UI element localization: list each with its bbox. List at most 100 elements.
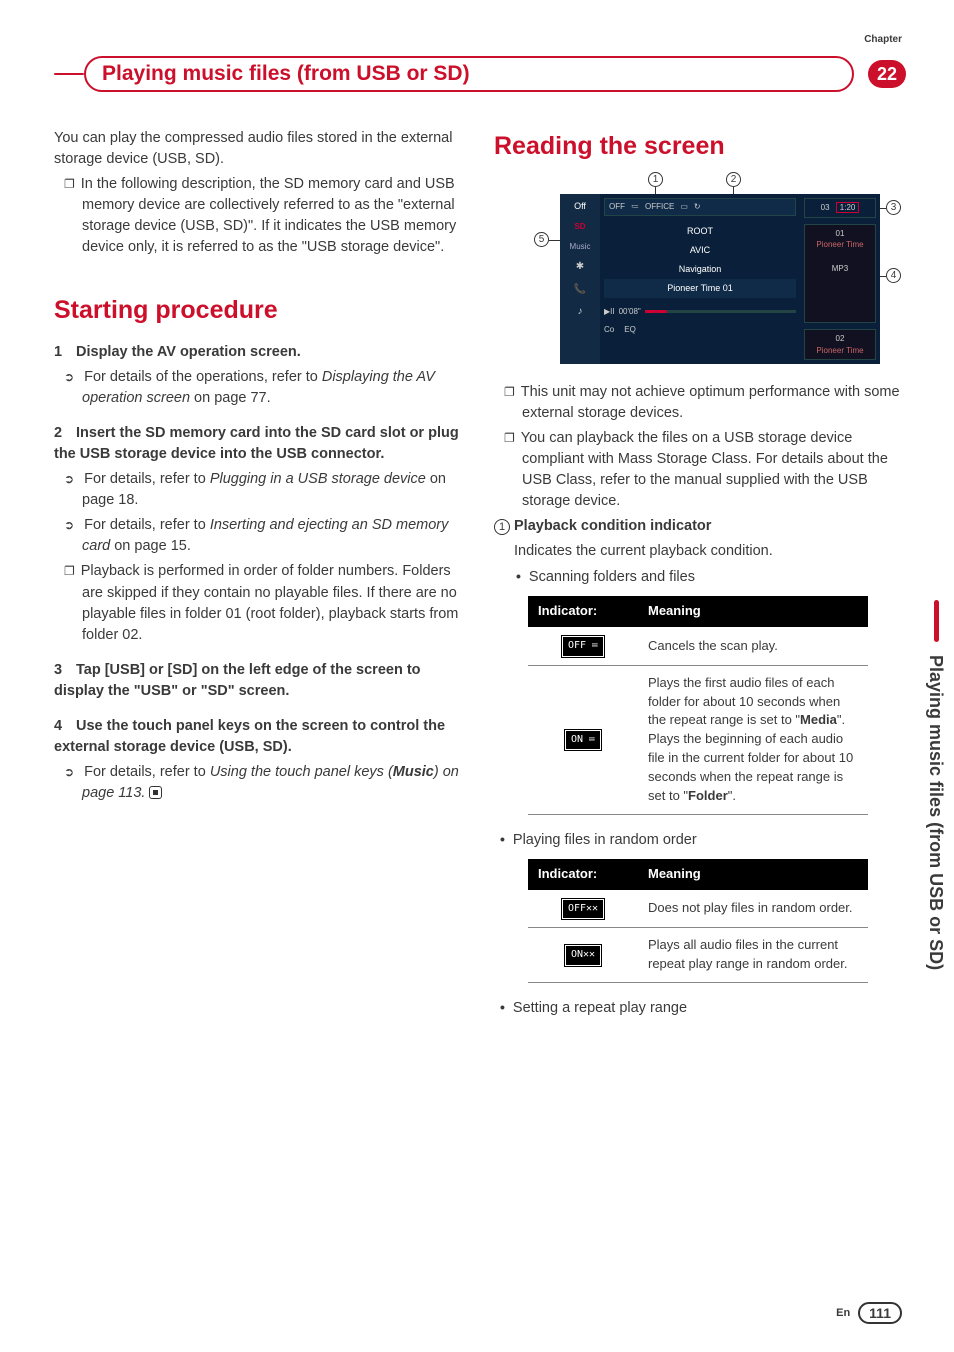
step-1: 1Display the AV operation screen.	[54, 342, 466, 363]
step-1-text: Display the AV operation screen.	[76, 344, 301, 360]
left-column: You can play the compressed audio files …	[54, 128, 466, 1023]
shot-left-sidebar: Off SD Music ✱ 📞 ♪	[560, 194, 600, 364]
step-3: 3Tap [USB] or [SD] on the left edge of t…	[54, 660, 466, 702]
shot-co: Co	[604, 324, 614, 336]
footer-page: 111	[858, 1302, 902, 1324]
rand-th-2: Meaning	[638, 859, 868, 890]
scan-off-cell: OFF ≔	[528, 627, 638, 665]
callout-1: 1	[648, 172, 663, 187]
scan-off-icon: OFF ≔	[562, 636, 604, 657]
step-2-num: 2	[54, 423, 76, 444]
bluetooth-icon: ✱	[576, 260, 584, 275]
intro-note: In the following description, the SD mem…	[54, 174, 466, 258]
shot-off: Off	[574, 200, 586, 213]
shot-right: 03 1:20 01 Pioneer Time MP3 02 Pioneer T…	[800, 194, 880, 364]
starting-procedure-heading: Starting procedure	[54, 292, 466, 328]
scan-table: Indicator: Meaning OFF ≔ Cancels the sca…	[528, 596, 868, 814]
footer-lang: En	[836, 1307, 850, 1319]
callout-2: 2	[726, 172, 741, 187]
phone-icon: 📞	[574, 283, 586, 298]
scan-off-meaning: Cancels the scan play.	[638, 627, 868, 665]
step-1-ref: For details of the operations, refer to …	[54, 367, 466, 409]
shot-r-mid-c: MP3	[808, 263, 872, 275]
side-tab-text: Playing music files (from USB or SD)	[926, 655, 946, 970]
shot-row-2: Navigation	[604, 260, 796, 279]
shot-progress-bar	[645, 310, 796, 313]
scan-on-c: ".	[728, 788, 736, 803]
step-4-ref: For details, refer to Using the touch pa…	[54, 762, 466, 804]
step-2-ref1-i: Plugging in a USB storage device	[210, 471, 426, 487]
step-4: 4Use the touch panel keys on the screen …	[54, 716, 466, 758]
callout-3: 3	[886, 200, 901, 215]
shot-r-mid-b: Pioneer Time	[808, 239, 872, 251]
shot-sd: SD	[574, 221, 585, 233]
shot-r-bot-b: Pioneer Time	[808, 345, 872, 357]
side-tab: Playing music files (from USB or SD)	[925, 600, 946, 970]
title-lead-line	[54, 73, 84, 75]
step-4-text: Use the touch panel keys on the screen t…	[54, 718, 445, 755]
side-tab-bar	[934, 600, 939, 642]
step-1-ref-b: on page 77.	[190, 390, 271, 406]
scan-on-icon: ON ≔	[565, 730, 601, 751]
shot-r-top-b: 1:20	[836, 202, 860, 213]
shot-topline: OFF ≔ OFFICE ▭ ↻	[604, 198, 796, 216]
step-2-ref2-b: on page 15.	[110, 538, 191, 554]
step-1-ref-a: For details of the operations, refer to	[84, 369, 322, 385]
scan-on-cell: ON ≔	[528, 665, 638, 814]
shot-r-bot-a: 02	[808, 333, 872, 345]
scan-on-bold2: Folder	[688, 788, 728, 803]
end-section-icon	[149, 786, 162, 799]
step-4-ref-bold: Music	[393, 764, 434, 780]
shot-row-1: AVIC	[604, 241, 796, 260]
rand-off-icon: OFF✕✕	[562, 899, 604, 920]
scan-on-bold1: Media	[800, 712, 837, 727]
footer: En 111	[836, 1302, 902, 1324]
shot-top-office: OFFICE	[645, 201, 674, 213]
shot-r-top: 03 1:20	[804, 198, 876, 218]
cond-sub: Scanning folders and files	[494, 566, 906, 588]
chapter-badge: 22	[868, 60, 906, 88]
step-4-num: 4	[54, 716, 76, 737]
step-3-text: Tap [USB] or [SD] on the left edge of th…	[54, 662, 421, 699]
list-icon: ≔	[631, 201, 639, 213]
scan-th-2: Meaning	[638, 596, 868, 627]
step-2-ref2: For details, refer to Inserting and ejec…	[54, 515, 466, 557]
shot-mid: OFF ≔ OFFICE ▭ ↻ ROOT AVIC Navigation Pi…	[600, 194, 800, 364]
shot-bottom-row: Co EQ	[604, 324, 796, 336]
shot-row-3: Pioneer Time 01	[604, 279, 796, 298]
shot-music-label: Music	[570, 241, 591, 253]
rand-on-cell: ON✕✕	[528, 928, 638, 983]
reading-screen-heading: Reading the screen	[494, 128, 906, 164]
step-2-note: Playback is performed in order of folder…	[54, 561, 466, 645]
rand-off-cell: OFF✕✕	[528, 890, 638, 928]
callout-5: 5	[534, 232, 549, 247]
rand-off-meaning: Does not play files in random order.	[638, 890, 868, 928]
shot-top-off: OFF	[609, 201, 625, 213]
step-4-ref-a: For details, refer to	[84, 764, 210, 780]
shot-r-mid: 01 Pioneer Time MP3	[804, 224, 876, 323]
step-4-ref-i: Using the touch panel keys (	[210, 764, 393, 780]
shot-r-bot: 02 Pioneer Time	[804, 329, 876, 360]
note-icon: ♪	[578, 305, 583, 320]
step-2-ref2-a: For details, refer to	[84, 517, 210, 533]
step-2: 2Insert the SD memory card into the SD c…	[54, 423, 466, 465]
shot-time: 00'08"	[619, 306, 641, 318]
rand-th-1: Indicator:	[528, 859, 638, 890]
screenshot-diagram: 1 2 3 4 5 Off SD Music ✱ 📞 ♪	[530, 172, 900, 372]
right-column: Reading the screen 1 2 3 4 5 Off SD Musi…	[494, 128, 906, 1023]
step-2-ref1: For details, refer to Plugging in a USB …	[54, 469, 466, 511]
rand-on-meaning: Plays all audio files in the current rep…	[638, 928, 868, 983]
scan-th-1: Indicator:	[528, 596, 638, 627]
device-screenshot: Off SD Music ✱ 📞 ♪ OFF ≔ OFFICE ▭ ↻ ROO	[560, 194, 880, 364]
repeat-sub: Setting a repeat play range	[494, 997, 906, 1019]
title-bar: Playing music files (from USB or SD) 22	[54, 56, 906, 92]
shot-row-0: ROOT	[604, 222, 796, 241]
step-2-text: Insert the SD memory card into the SD ca…	[54, 425, 459, 462]
title-pill: Playing music files (from USB or SD)	[84, 56, 854, 92]
random-table: Indicator: Meaning OFF✕✕ Does not play f…	[528, 859, 868, 983]
right-note-1: This unit may not achieve optimum perfor…	[494, 382, 906, 424]
cond-indicator-line: 1Playback condition indicator	[494, 516, 906, 537]
rand-on-icon: ON✕✕	[565, 945, 601, 966]
shot-r-mid-a: 01	[808, 228, 872, 240]
intro-text: You can play the compressed audio files …	[54, 128, 466, 170]
